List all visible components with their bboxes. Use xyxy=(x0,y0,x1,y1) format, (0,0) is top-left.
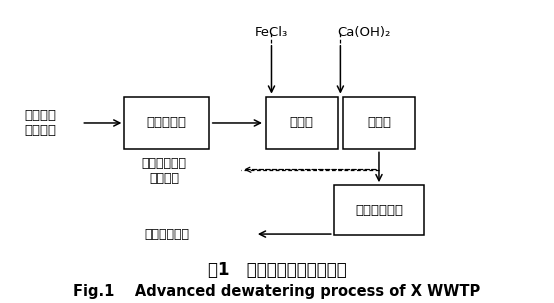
Text: 滤液排至厂区
污水管网: 滤液排至厂区 污水管网 xyxy=(141,157,187,185)
Text: 调理池: 调理池 xyxy=(290,116,314,129)
Text: 卸料稀释池: 卸料稀释池 xyxy=(147,116,187,129)
Text: 图1   某厂深度脱水工艺流程: 图1 某厂深度脱水工艺流程 xyxy=(208,261,346,279)
Text: Fig.1    Advanced dewatering process of X WWTP: Fig.1 Advanced dewatering process of X W… xyxy=(73,284,481,298)
Bar xyxy=(334,185,424,235)
Text: Ca(OH)₂: Ca(OH)₂ xyxy=(337,26,391,39)
Bar xyxy=(124,97,209,149)
Text: FeCl₃: FeCl₃ xyxy=(255,26,288,39)
Text: 储泥池: 储泥池 xyxy=(367,116,391,129)
Bar xyxy=(266,97,337,149)
Text: 泥饼外运填埋: 泥饼外运填埋 xyxy=(144,228,189,241)
Text: 隔膜压滤系统: 隔膜压滤系统 xyxy=(355,204,403,217)
Text: 浓缩污泥
脱水污泥: 浓缩污泥 脱水污泥 xyxy=(24,109,56,137)
Bar xyxy=(343,97,415,149)
